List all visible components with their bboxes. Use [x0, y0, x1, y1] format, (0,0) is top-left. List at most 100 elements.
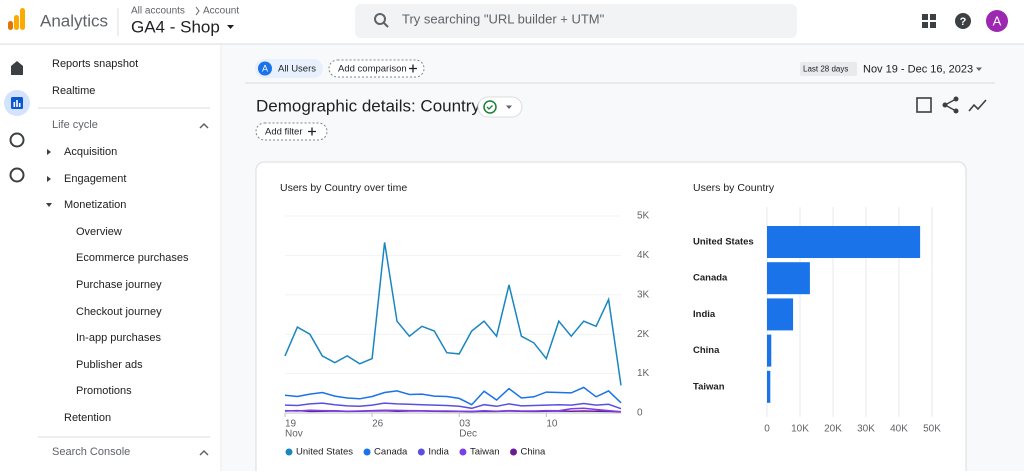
y-tick-label: 5K — [637, 211, 650, 222]
dropdown-arrow[interactable] — [976, 67, 982, 72]
breadcrumb-root[interactable]: All accounts — [131, 6, 185, 17]
y-tick-label: Canada — [693, 273, 728, 284]
legend-swatch — [285, 448, 293, 456]
x-tick-label: 19 — [285, 419, 297, 430]
home-icon[interactable] — [11, 61, 23, 75]
legend-swatch — [363, 448, 371, 456]
y-tick-label: Taiwan — [693, 381, 725, 392]
y-tick-label: 2K — [637, 329, 650, 340]
advertising-icon[interactable] — [9, 167, 25, 183]
x-tick-label: 40K — [890, 424, 908, 435]
search-icon — [374, 13, 389, 28]
expand-icon[interactable] — [47, 149, 51, 155]
y-tick-label: India — [693, 309, 716, 320]
logo — [8, 8, 25, 30]
bar — [767, 298, 794, 331]
status-chip[interactable] — [477, 96, 523, 118]
check-icon — [483, 100, 497, 114]
legend-label: India — [428, 447, 449, 458]
dropdown-arrow — [506, 105, 512, 109]
date-label-bg — [800, 62, 857, 76]
x-tick-label: 0 — [764, 424, 770, 435]
nav-item[interactable]: Ecommerce purchases — [76, 252, 189, 264]
date-range[interactable]: Nov 19 - Dec 16, 2023 — [863, 63, 973, 75]
avatar[interactable] — [986, 10, 1008, 32]
dropdown-arrow — [227, 25, 234, 29]
nav-item[interactable]: Engagement — [64, 173, 126, 185]
expand-icon[interactable] — [47, 176, 51, 182]
nav-item[interactable]: Acquisition — [64, 146, 117, 158]
line-series — [284, 407, 622, 413]
plus-icon — [409, 64, 417, 73]
nav-item[interactable]: Overview — [76, 226, 122, 238]
x-tick-label: 50K — [923, 424, 941, 435]
edit-icon[interactable] — [916, 97, 932, 113]
search-box[interactable] — [355, 4, 797, 38]
y-tick-label: China — [693, 345, 720, 356]
add-filter[interactable] — [255, 122, 328, 141]
chart-title: Users by Country over time — [280, 182, 407, 194]
x-tick-label: 26 — [372, 419, 384, 430]
x-tick-label: 10K — [791, 424, 809, 435]
y-tick-label: 0 — [637, 408, 643, 419]
nav-item[interactable]: Publisher ads — [76, 359, 143, 371]
add-comparison[interactable] — [328, 59, 425, 78]
legend-label: Canada — [374, 447, 408, 458]
nav-item[interactable]: Retention — [64, 412, 111, 424]
add-filter-label: Add filter — [265, 127, 303, 138]
search-placeholder: Try searching "URL builder + UTM" — [402, 11, 605, 26]
share-icon[interactable] — [942, 96, 959, 114]
nav-item[interactable]: In-app purchases — [76, 332, 161, 344]
line-series — [284, 386, 622, 406]
add-comparison-label: Add comparison — [338, 64, 407, 75]
x-tick-sublabel: Dec — [459, 429, 477, 440]
date-label: Last 28 days — [803, 65, 848, 74]
legend-swatch — [510, 448, 518, 456]
nav-rail — [0, 45, 38, 471]
line-series — [284, 242, 622, 386]
avatar-letter: A — [993, 13, 1002, 28]
nav-item[interactable]: Realtime — [52, 85, 95, 97]
apps-icon[interactable] — [922, 14, 936, 28]
legend-label: China — [521, 447, 547, 458]
segment-label: All Users — [278, 64, 316, 75]
bar — [767, 226, 921, 258]
x-tick-label: 10 — [546, 419, 558, 430]
x-tick-label: 30K — [857, 424, 875, 435]
help-icon[interactable]: ? — [955, 13, 971, 29]
property-selector[interactable]: GA4 - Shop — [131, 17, 220, 36]
breadcrumb-leaf[interactable]: Account — [203, 6, 239, 17]
segment-chip[interactable] — [255, 59, 323, 78]
collapse-icon[interactable] — [199, 122, 209, 129]
expanded-icon[interactable] — [46, 203, 52, 207]
breadcrumb-chevron — [195, 6, 200, 16]
plus-icon — [308, 127, 316, 136]
nav-item[interactable]: Checkout journey — [76, 306, 162, 318]
nav-section[interactable]: Life cycle — [52, 119, 98, 131]
sidebar — [38, 45, 221, 471]
legend-label: Taiwan — [470, 447, 500, 458]
check-mark — [486, 105, 493, 110]
y-tick-label: 1K — [637, 368, 650, 379]
bar — [767, 370, 771, 403]
nav-item[interactable]: Monetization — [64, 199, 126, 211]
nav-section[interactable]: Search Console — [52, 446, 130, 458]
y-tick-label: 3K — [637, 289, 650, 300]
nav-item[interactable]: Promotions — [76, 385, 132, 397]
explore-icon[interactable] — [9, 132, 25, 148]
page-title: Demographic details: Country — [256, 96, 480, 115]
y-tick-label: 4K — [637, 250, 650, 261]
x-tick-label: 03 — [459, 419, 471, 430]
bar — [767, 262, 810, 295]
x-tick-sublabel: Nov — [285, 429, 303, 440]
y-tick-label: United States — [693, 237, 754, 248]
segment-badge — [258, 61, 272, 76]
nav-item[interactable]: Purchase journey — [76, 279, 162, 291]
nav-item[interactable]: Reports snapshot — [52, 58, 138, 70]
legend-label: United States — [296, 447, 353, 458]
line-series — [284, 402, 622, 410]
legend-swatch — [417, 448, 425, 456]
insights-icon[interactable] — [968, 99, 987, 112]
collapse-icon[interactable] — [199, 449, 209, 456]
